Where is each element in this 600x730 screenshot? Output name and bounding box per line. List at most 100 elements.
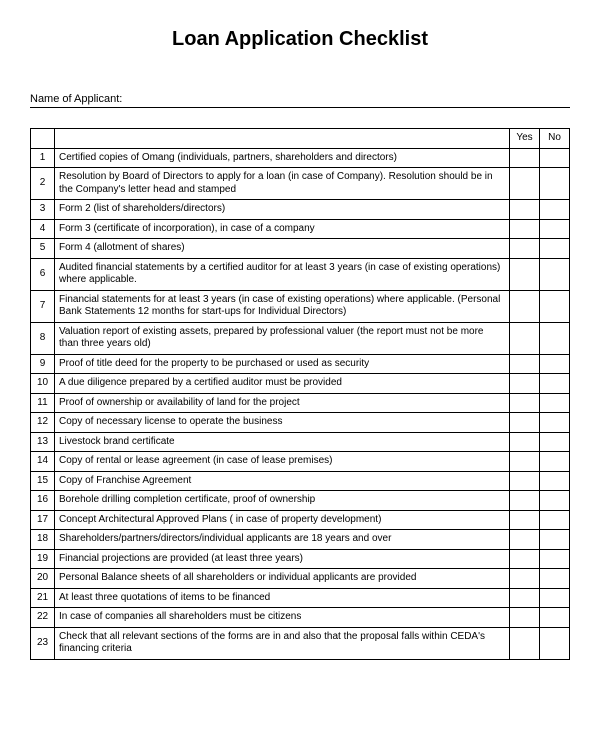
table-row: 8Valuation report of existing assets, pr… [31,322,570,354]
row-yes-cell[interactable] [510,239,540,259]
row-number: 10 [31,374,55,394]
row-number: 16 [31,491,55,511]
row-number: 3 [31,200,55,220]
row-no-cell[interactable] [540,627,570,659]
header-num [31,129,55,149]
row-yes-cell[interactable] [510,627,540,659]
row-text: Form 4 (allotment of shares) [55,239,510,259]
row-yes-cell[interactable] [510,219,540,239]
row-yes-cell[interactable] [510,510,540,530]
row-no-cell[interactable] [540,432,570,452]
row-text: In case of companies all shareholders mu… [55,608,510,628]
row-yes-cell[interactable] [510,258,540,290]
table-row: 10A due diligence prepared by a certifie… [31,374,570,394]
applicant-divider [30,107,570,108]
row-number: 14 [31,452,55,472]
row-text: Copy of rental or lease agreement (in ca… [55,452,510,472]
row-no-cell[interactable] [540,322,570,354]
table-row: 7Financial statements for at least 3 yea… [31,290,570,322]
row-number: 19 [31,549,55,569]
table-row: 9Proof of title deed for the property to… [31,354,570,374]
row-text: Shareholders/partners/directors/individu… [55,530,510,550]
row-no-cell[interactable] [540,491,570,511]
row-no-cell[interactable] [540,588,570,608]
row-no-cell[interactable] [540,200,570,220]
row-no-cell[interactable] [540,471,570,491]
row-text: Copy of Franchise Agreement [55,471,510,491]
row-no-cell[interactable] [540,569,570,589]
table-row: 5Form 4 (allotment of shares) [31,239,570,259]
row-no-cell[interactable] [540,219,570,239]
row-number: 18 [31,530,55,550]
row-no-cell[interactable] [540,608,570,628]
table-row: 15Copy of Franchise Agreement [31,471,570,491]
row-text: Proof of title deed for the property to … [55,354,510,374]
row-number: 11 [31,393,55,413]
row-no-cell[interactable] [540,510,570,530]
row-yes-cell[interactable] [510,168,540,200]
table-row: 23Check that all relevant sections of th… [31,627,570,659]
row-number: 21 [31,588,55,608]
row-yes-cell[interactable] [510,432,540,452]
row-text: A due diligence prepared by a certified … [55,374,510,394]
row-number: 2 [31,168,55,200]
row-no-cell[interactable] [540,549,570,569]
row-no-cell[interactable] [540,239,570,259]
row-number: 22 [31,608,55,628]
row-yes-cell[interactable] [510,569,540,589]
page-title: Loan Application Checklist [30,28,570,51]
row-text: Resolution by Board of Directors to appl… [55,168,510,200]
table-row: 17Concept Architectural Approved Plans (… [31,510,570,530]
row-yes-cell[interactable] [510,530,540,550]
row-yes-cell[interactable] [510,148,540,168]
row-number: 4 [31,219,55,239]
row-text: Form 2 (list of shareholders/directors) [55,200,510,220]
row-yes-cell[interactable] [510,393,540,413]
row-number: 9 [31,354,55,374]
row-yes-cell[interactable] [510,374,540,394]
row-yes-cell[interactable] [510,608,540,628]
row-yes-cell[interactable] [510,549,540,569]
row-yes-cell[interactable] [510,452,540,472]
table-row: 21At least three quotations of items to … [31,588,570,608]
row-number: 12 [31,413,55,433]
row-yes-cell[interactable] [510,354,540,374]
row-text: Borehole drilling completion certificate… [55,491,510,511]
checklist-table: Yes No 1Certified copies of Omang (indiv… [30,128,570,660]
row-no-cell[interactable] [540,374,570,394]
table-row: 6Audited financial statements by a certi… [31,258,570,290]
row-yes-cell[interactable] [510,491,540,511]
header-yes: Yes [510,129,540,149]
row-number: 20 [31,569,55,589]
row-no-cell[interactable] [540,452,570,472]
row-yes-cell[interactable] [510,200,540,220]
row-text: Certified copies of Omang (individuals, … [55,148,510,168]
row-number: 8 [31,322,55,354]
row-yes-cell[interactable] [510,322,540,354]
table-row: 16Borehole drilling completion certifica… [31,491,570,511]
row-text: Form 3 (certificate of incorporation), i… [55,219,510,239]
row-yes-cell[interactable] [510,588,540,608]
row-number: 7 [31,290,55,322]
row-no-cell[interactable] [540,530,570,550]
table-row: 13Livestock brand certificate [31,432,570,452]
table-row: 11Proof of ownership or availability of … [31,393,570,413]
row-no-cell[interactable] [540,258,570,290]
row-text: Livestock brand certificate [55,432,510,452]
row-text: Proof of ownership or availability of la… [55,393,510,413]
row-text: Copy of necessary license to operate the… [55,413,510,433]
row-text: Valuation report of existing assets, pre… [55,322,510,354]
row-yes-cell[interactable] [510,290,540,322]
row-no-cell[interactable] [540,393,570,413]
table-row: 3Form 2 (list of shareholders/directors) [31,200,570,220]
row-no-cell[interactable] [540,168,570,200]
row-no-cell[interactable] [540,148,570,168]
row-yes-cell[interactable] [510,413,540,433]
header-desc [55,129,510,149]
row-yes-cell[interactable] [510,471,540,491]
row-number: 17 [31,510,55,530]
row-no-cell[interactable] [540,354,570,374]
row-no-cell[interactable] [540,413,570,433]
row-no-cell[interactable] [540,290,570,322]
row-text: Personal Balance sheets of all sharehold… [55,569,510,589]
